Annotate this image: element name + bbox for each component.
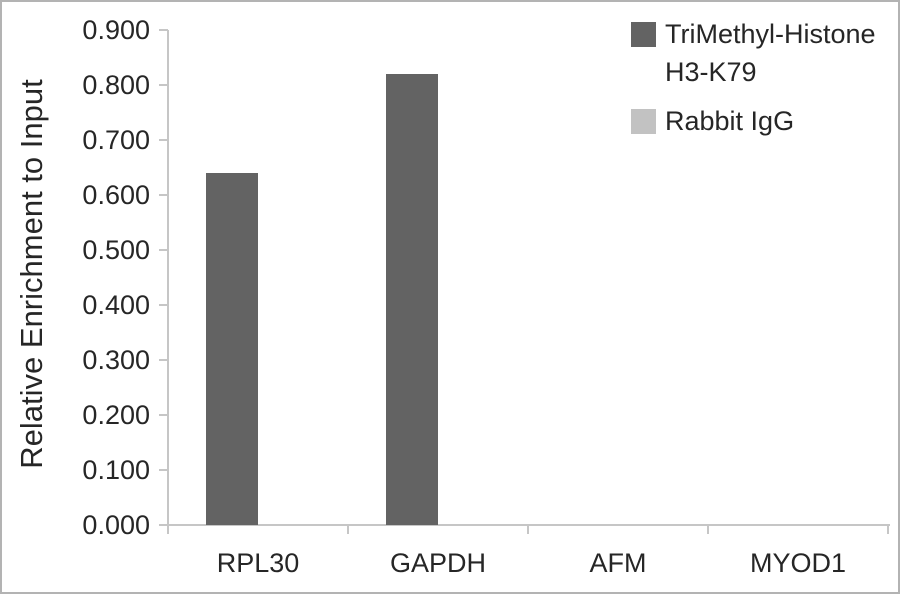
legend-entry: Rabbit IgG <box>631 102 895 140</box>
y-tick-label: 0.600 <box>82 180 150 210</box>
bar <box>386 74 438 525</box>
y-tick-label: 0.300 <box>82 345 150 375</box>
y-tick-label: 0.100 <box>82 455 150 485</box>
legend-label: TriMethyl-Histone H3-K79 <box>665 19 876 87</box>
y-tick <box>159 249 168 251</box>
y-tick-label: 0.000 <box>82 510 150 540</box>
x-tick <box>167 525 169 534</box>
y-axis-line <box>167 30 169 527</box>
legend-swatch-icon <box>631 22 656 47</box>
legend: TriMethyl-Histone H3-K79 Rabbit IgG <box>631 15 895 151</box>
x-category-label: RPL30 <box>216 548 300 578</box>
y-tick-label: 0.800 <box>82 70 150 100</box>
x-tick <box>707 525 709 534</box>
x-category-label: GAPDH <box>389 548 487 578</box>
bar <box>206 173 258 525</box>
y-tick-label: 0.500 <box>82 235 150 265</box>
y-tick-label: 0.400 <box>82 290 150 320</box>
y-tick <box>159 469 168 471</box>
legend-entry: TriMethyl-Histone H3-K79 <box>631 15 895 91</box>
y-tick <box>159 194 168 196</box>
x-tick <box>887 525 889 534</box>
legend-swatch-icon <box>631 109 656 134</box>
y-tick <box>159 524 168 526</box>
x-category-label: MYOD1 <box>749 548 847 578</box>
x-category-label: AFM <box>589 548 647 578</box>
y-tick <box>159 84 168 86</box>
y-tick-label: 0.200 <box>82 400 150 430</box>
x-axis-line <box>159 524 890 526</box>
y-axis-title: Relative Enrichment to Input <box>14 79 49 469</box>
y-tick <box>159 304 168 306</box>
x-tick <box>527 525 529 534</box>
y-tick <box>159 414 168 416</box>
y-tick-label: 0.900 <box>82 15 150 45</box>
y-tick <box>159 359 168 361</box>
y-tick-label: 0.700 <box>82 125 150 155</box>
x-tick <box>347 525 349 534</box>
y-tick <box>159 139 168 141</box>
y-tick <box>159 29 168 31</box>
legend-label: Rabbit IgG <box>665 106 795 136</box>
